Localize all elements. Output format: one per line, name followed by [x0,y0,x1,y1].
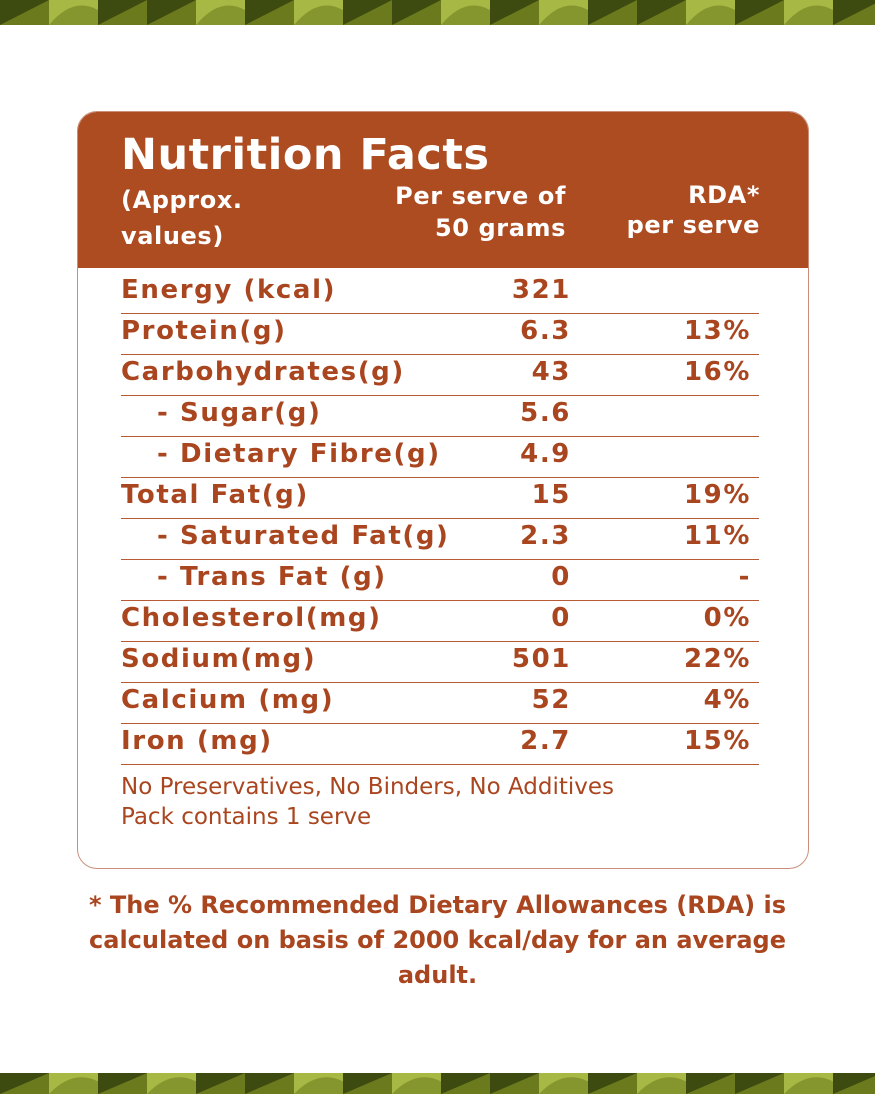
pattern-tile [98,0,147,25]
nutrient-name: - Saturated Fat(g) [157,521,450,551]
pattern-tile [49,0,98,25]
nutrition-facts-panel: Nutrition Facts (Approx. values) Per ser… [77,111,809,869]
nutrient-name: Carbohydrates(g) [121,357,405,387]
pattern-tile [735,0,784,25]
nutrient-rda: 13% [683,316,751,346]
pattern-tile [49,1073,98,1094]
pattern-tile [245,0,294,25]
nutrient-name: Energy (kcal) [121,275,337,305]
notes-line-2: Pack contains 1 serve [121,804,372,830]
pattern-tile [588,1073,637,1094]
nutrient-rda: - [738,562,751,592]
pattern-tile [735,1073,784,1094]
pattern-tile [0,0,49,25]
nutrient-value: 6.3 [520,316,571,346]
nutrient-value: 4.9 [520,439,571,469]
pattern-tile [686,0,735,25]
pattern-tile [441,1073,490,1094]
per-serve-heading: Per serve of 50 grams [395,182,566,242]
nutrient-rda: 11% [683,521,751,551]
nutrient-value: 52 [531,685,571,715]
decorative-top-band [0,0,875,25]
nutrient-name: - Trans Fat (g) [157,562,387,592]
nutrient-value: 15 [531,480,571,510]
pattern-tile [686,1073,735,1094]
pattern-tile [147,0,196,25]
nutrient-rda: 15% [683,726,751,756]
pattern-tile [392,0,441,25]
pattern-tile [245,1073,294,1094]
nutrient-table: Energy (kcal) 321 Protein(g) 6.3 13% Car… [121,273,759,765]
pattern-tile [539,1073,588,1094]
nutrient-name: Calcium (mg) [121,685,335,715]
nutrient-rda: 4% [703,685,751,715]
table-row: - Dietary Fibre(g) 4.9 [121,437,759,478]
nutrient-name: - Sugar(g) [157,398,322,428]
nutrient-value: 2.7 [520,726,571,756]
nutrient-name: - Dietary Fibre(g) [157,439,441,469]
nutrient-rda: 0% [703,603,751,633]
product-notes: No Preservatives, No Binders, No Additiv… [121,772,741,832]
nutrient-value: 0 [551,603,571,633]
table-row: Energy (kcal) 321 [121,273,759,314]
table-row: Total Fat(g) 15 19% [121,478,759,519]
nutrient-rda: 22% [683,644,751,674]
pattern-tile [833,1073,875,1094]
nutrient-value: 43 [531,357,571,387]
nutrient-value: 0 [551,562,571,592]
pattern-tile [441,0,490,25]
panel-title: Nutrition Facts [121,130,490,180]
nutrient-name: Cholesterol(mg) [121,603,382,633]
table-row: Sodium(mg) 501 22% [121,642,759,683]
pattern-tile [539,0,588,25]
rda-heading: RDA* per serve [626,181,760,239]
pattern-tile [637,1073,686,1094]
pattern-tile [490,1073,539,1094]
pattern-tile [343,1073,392,1094]
decorative-bottom-band [0,1073,875,1094]
nutrient-name: Protein(g) [121,316,287,346]
pattern-tile [784,1073,833,1094]
pattern-tile [147,1073,196,1094]
table-row: - Sugar(g) 5.6 [121,396,759,437]
pattern-tile [392,1073,441,1094]
nutrient-name: Total Fat(g) [121,480,309,510]
nutrient-name: Sodium(mg) [121,644,317,674]
table-row: Cholesterol(mg) 0 0% [121,601,759,642]
pattern-tile [294,0,343,25]
table-row: - Trans Fat (g) 0 - [121,560,759,601]
table-row: Carbohydrates(g) 43 16% [121,355,759,396]
notes-line-1: No Preservatives, No Binders, No Additiv… [121,774,615,800]
table-row: Calcium (mg) 52 4% [121,683,759,724]
rda-footnote: * The % Recommended Dietary Allowances (… [88,891,787,989]
nutrient-rda: 19% [683,480,751,510]
nutrient-value: 501 [511,644,571,674]
nutrient-value: 321 [511,275,571,305]
table-row: - Saturated Fat(g) 2.3 11% [121,519,759,560]
pattern-tile [490,0,539,25]
nutrient-value: 2.3 [520,521,571,551]
table-row: Protein(g) 6.3 13% [121,314,759,355]
nutrition-header: Nutrition Facts (Approx. values) Per ser… [78,112,808,268]
nutrient-value: 5.6 [520,398,571,428]
pattern-tile [784,0,833,25]
approx-values-heading: (Approx. values) [121,186,243,250]
pattern-tile [196,0,245,25]
pattern-tile [98,1073,147,1094]
pattern-tile [0,1073,49,1094]
pattern-tile [196,1073,245,1094]
nutrient-name: Iron (mg) [121,726,273,756]
nutrient-rda: 16% [683,357,751,387]
pattern-tile [637,0,686,25]
table-row: Iron (mg) 2.7 15% [121,724,759,765]
pattern-tile [343,0,392,25]
pattern-tile [588,0,637,25]
pattern-tile [294,1073,343,1094]
pattern-tile [833,0,875,25]
